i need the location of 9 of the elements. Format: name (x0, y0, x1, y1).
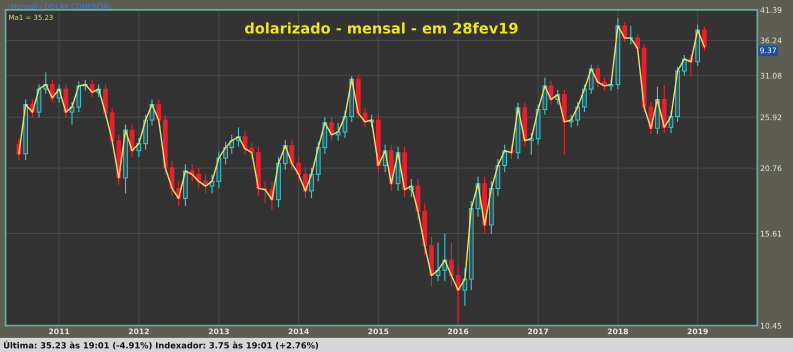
candlestick (170, 160, 174, 196)
candlestick (582, 84, 587, 113)
candlestick (702, 26, 707, 52)
candlestick (496, 158, 500, 196)
text: dolarizado - mensal - em 28fev19 (245, 22, 518, 34)
candlestick (242, 130, 248, 156)
text: Última: 35.23 às 19:01 (-4.91%) Indexador: 3.75 às 19:01 (+2.76%) (4, 340, 318, 350)
candlestick (36, 84, 42, 118)
candlestick (309, 167, 314, 199)
